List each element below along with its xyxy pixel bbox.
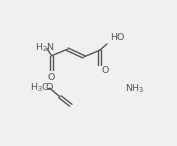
Text: NH$_3$: NH$_3$ <box>125 82 144 95</box>
Text: HO: HO <box>110 33 124 42</box>
Text: H$_3$C: H$_3$C <box>30 81 50 94</box>
Text: O: O <box>48 73 55 82</box>
Text: O: O <box>101 66 109 75</box>
Text: O: O <box>45 83 53 92</box>
Text: H$_2$N: H$_2$N <box>35 41 55 54</box>
